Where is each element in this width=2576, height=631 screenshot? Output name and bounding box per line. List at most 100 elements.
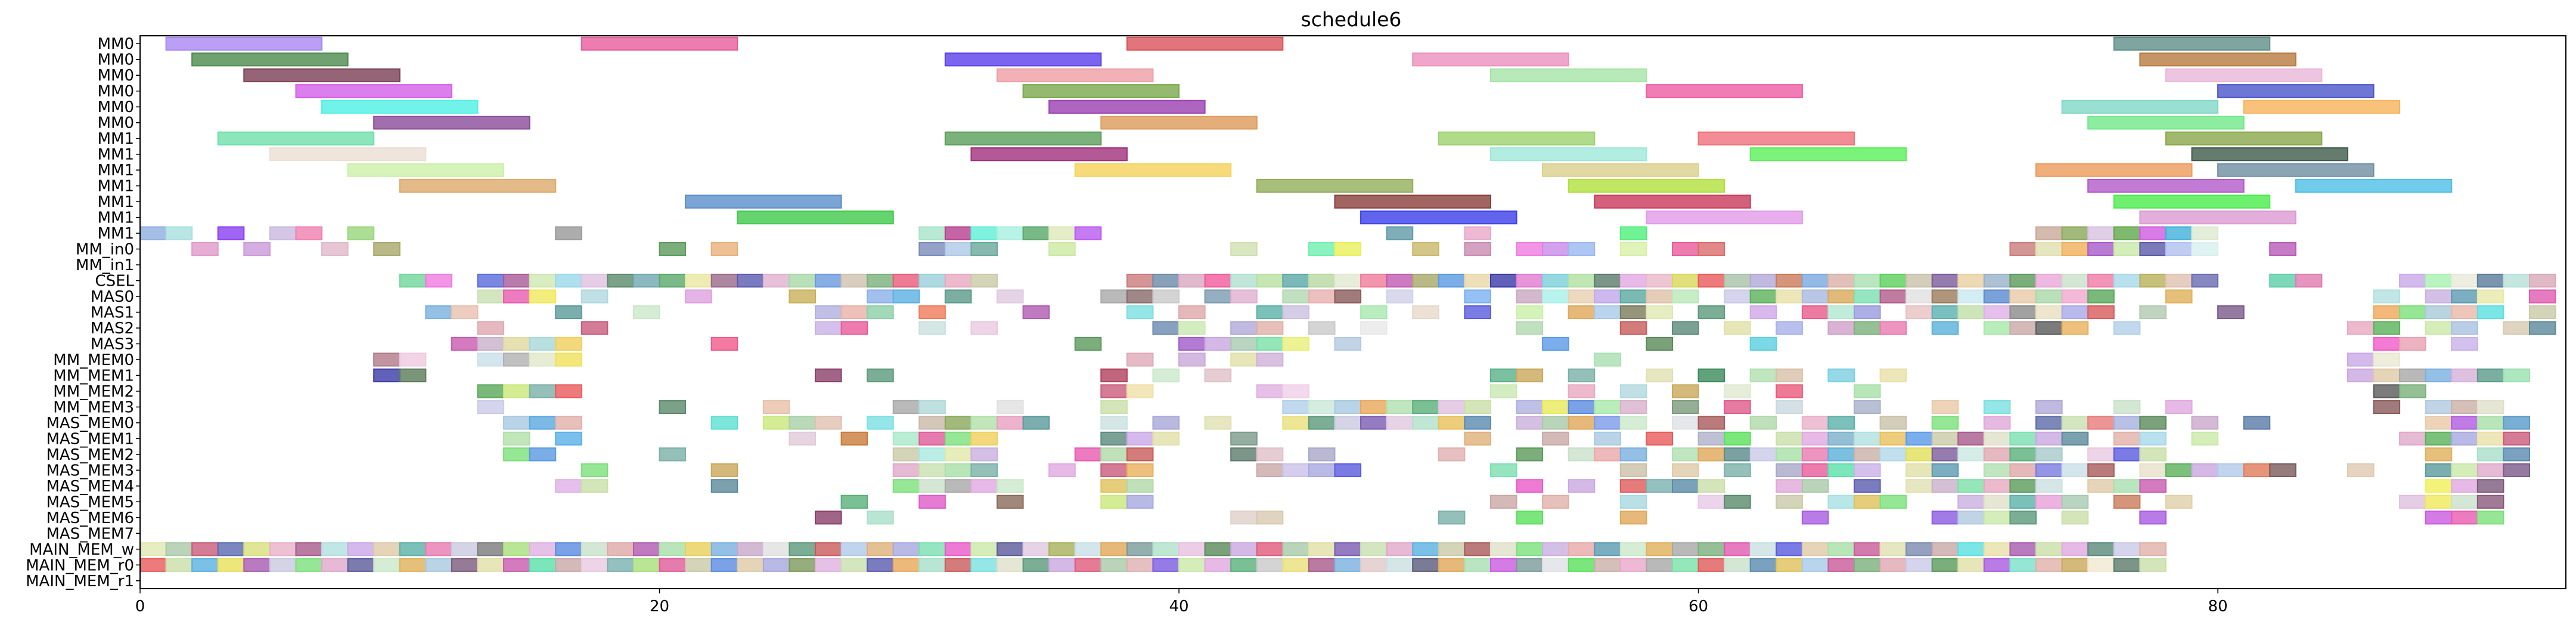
schedule-bar <box>2139 447 2167 462</box>
schedule-bar <box>2476 305 2504 320</box>
schedule-bar <box>1100 368 1128 383</box>
schedule-bar <box>555 305 582 320</box>
schedule-bar <box>1827 463 1855 477</box>
schedule-bar <box>1905 305 1933 320</box>
schedule-bar <box>1619 511 1647 525</box>
schedule-bar <box>1074 558 1102 572</box>
schedule-bar <box>1931 305 1959 320</box>
schedule-bar <box>1619 447 1647 462</box>
schedule-bar <box>1308 416 1336 430</box>
schedule-bar <box>503 558 530 572</box>
schedule-bar <box>1879 289 1907 304</box>
schedule-bar <box>1776 479 1803 493</box>
schedule-bar <box>2139 479 2167 493</box>
schedule-bar <box>789 431 816 446</box>
schedule-bar <box>1152 558 1180 572</box>
schedule-bar <box>1464 542 1491 556</box>
schedule-bar <box>1100 289 1128 304</box>
schedule-bar <box>1308 289 1336 304</box>
schedule-bar <box>425 273 452 288</box>
schedule-bar <box>477 289 505 304</box>
schedule-bar <box>1983 273 2011 288</box>
schedule-bar <box>2503 447 2530 462</box>
schedule-bar <box>2451 431 2478 446</box>
schedule-bar <box>944 273 972 288</box>
schedule-bar <box>1230 336 1258 351</box>
schedule-bar <box>1776 368 1803 383</box>
schedule-bar <box>2061 226 2089 240</box>
schedule-bar <box>2061 273 2089 288</box>
schedule-bar <box>1879 273 1907 288</box>
schedule-bar <box>2476 479 2504 493</box>
schedule-bar <box>1619 463 1647 477</box>
schedule-bar <box>1334 416 1362 430</box>
schedule-bar <box>2113 542 2141 556</box>
schedule-bar <box>2035 226 2063 240</box>
schedule-bar <box>710 273 738 288</box>
schedule-bar <box>1126 479 1154 493</box>
schedule-bar <box>1749 289 1777 304</box>
schedule-bar <box>2425 511 2453 525</box>
schedule-bar <box>1256 321 1284 335</box>
schedule-bar <box>1489 68 1647 82</box>
schedule-bar <box>1464 305 1491 320</box>
schedule-bar <box>1983 416 2011 430</box>
schedule-bar <box>737 210 894 225</box>
y-axis-label: MM0 <box>98 98 134 116</box>
schedule-bar <box>867 542 894 556</box>
schedule-bar <box>2373 305 2401 320</box>
schedule-bar <box>1178 336 1206 351</box>
schedule-bar <box>451 305 479 320</box>
schedule-bar <box>581 463 609 477</box>
schedule-bar <box>2113 400 2141 415</box>
y-axis-label: MM1 <box>98 178 134 196</box>
schedule-bar <box>944 479 972 493</box>
schedule-bar <box>1594 416 1621 430</box>
schedule-bar <box>1801 542 1829 556</box>
schedule-bar <box>2113 194 2271 209</box>
schedule-bar <box>944 52 1102 67</box>
schedule-bar <box>1827 447 1855 462</box>
schedule-bar <box>1386 558 1414 572</box>
schedule-bar <box>1619 558 1647 572</box>
schedule-bar <box>1334 242 1362 256</box>
schedule-bar <box>1048 100 1206 114</box>
y-axis-label: MM_MEM0 <box>53 351 134 369</box>
schedule-bar <box>1100 479 1128 493</box>
schedule-bar <box>2217 305 2245 320</box>
y-axis-label: MM0 <box>98 51 134 69</box>
schedule-bar <box>1048 226 1076 240</box>
schedule-bar <box>2009 542 2037 556</box>
schedule-bar <box>477 542 505 556</box>
schedule-bar <box>1178 558 1206 572</box>
schedule-bar <box>1204 336 1232 351</box>
schedule-bar <box>944 416 972 430</box>
schedule-bar <box>1334 273 1362 288</box>
y-axis-label: MM1 <box>98 146 134 164</box>
schedule-bar <box>867 289 894 304</box>
y-axis-label: MM0 <box>98 83 134 101</box>
y-axis-label: MM1 <box>98 225 134 243</box>
schedule-bar <box>2061 463 2089 477</box>
schedule-bar <box>1776 558 1803 572</box>
schedule-bar <box>2425 368 2453 383</box>
schedule-bar <box>2087 179 2245 193</box>
schedule-bar <box>1646 431 1673 446</box>
schedule-bar <box>2139 416 2167 430</box>
schedule-bar <box>2476 289 2504 304</box>
schedule-bar <box>2243 416 2271 430</box>
schedule-bar <box>373 116 530 130</box>
schedule-bar <box>2503 431 2530 446</box>
schedule-bar <box>243 242 271 256</box>
schedule-bar <box>1724 400 1751 415</box>
schedule-bar <box>555 542 582 556</box>
schedule-bar <box>451 336 479 351</box>
schedule-bar <box>918 416 946 430</box>
schedule-bar <box>918 226 946 240</box>
schedule-bar <box>2009 447 2037 462</box>
schedule-bar <box>1126 494 1154 509</box>
schedule-bar <box>399 352 427 367</box>
schedule-bar <box>347 226 375 240</box>
schedule-bar <box>373 352 401 367</box>
